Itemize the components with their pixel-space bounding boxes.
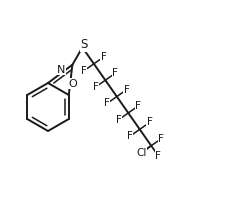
Text: F: F: [104, 99, 110, 108]
Text: F: F: [101, 52, 107, 62]
Text: N: N: [57, 65, 65, 75]
Text: S: S: [81, 38, 88, 51]
Text: F: F: [127, 131, 133, 141]
Text: F: F: [147, 117, 152, 128]
Text: F: F: [155, 151, 161, 161]
Text: O: O: [68, 79, 77, 89]
Text: F: F: [158, 134, 164, 144]
Text: F: F: [112, 68, 118, 78]
Text: F: F: [116, 115, 121, 125]
Text: F: F: [135, 101, 141, 111]
Text: Cl: Cl: [136, 148, 146, 158]
Text: F: F: [124, 85, 130, 95]
Text: F: F: [81, 66, 87, 76]
Text: F: F: [93, 82, 99, 92]
